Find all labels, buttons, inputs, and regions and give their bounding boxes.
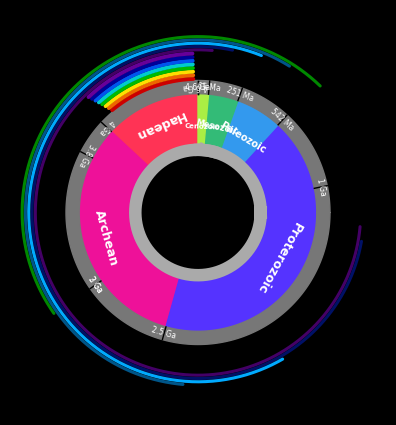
Polygon shape [111,94,198,170]
Text: 542 Ma: 542 Ma [269,107,296,133]
Text: 4.6 Ga: 4.6 Ga [183,82,208,92]
Polygon shape [66,80,330,345]
Text: 3 Ga: 3 Ga [87,275,105,295]
Text: Archean: Archean [92,209,120,268]
Text: 251 Ma: 251 Ma [225,85,255,103]
Text: Paleozoic: Paleozoic [218,120,268,155]
Polygon shape [79,131,181,327]
Text: Proterozoic: Proterozoic [254,219,304,295]
Text: 2 Ga: 2 Ga [87,275,105,295]
Text: Mesozoic: Mesozoic [195,118,239,136]
Text: Hadean: Hadean [133,108,187,142]
Text: 65 Ma: 65 Ma [197,82,221,93]
Polygon shape [219,101,278,166]
Text: 4 Ga: 4 Ga [97,117,116,136]
Text: 2.5 Ga: 2.5 Ga [151,326,177,341]
Text: 4.6 Ga: 4.6 Ga [185,82,211,92]
Polygon shape [204,94,238,153]
Text: 1 Ga: 1 Ga [314,177,327,197]
Polygon shape [198,94,209,150]
Polygon shape [166,125,317,332]
Text: Cenozoic: Cenozoic [184,123,219,130]
Text: 3.8 Ga: 3.8 Ga [77,142,96,168]
